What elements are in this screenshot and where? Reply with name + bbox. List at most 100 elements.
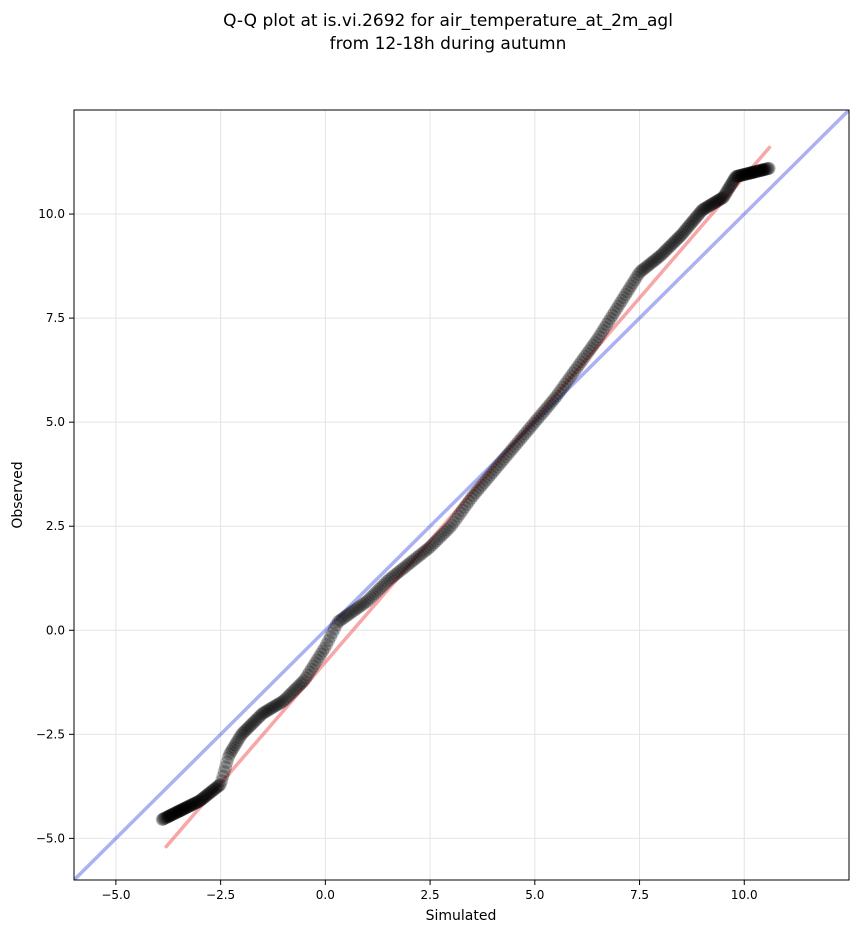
qq-point — [157, 812, 171, 826]
qq-point — [244, 718, 258, 732]
qq-point — [190, 795, 204, 809]
qq-point — [168, 806, 182, 820]
qq-point — [165, 808, 179, 822]
qq-point — [308, 656, 322, 670]
qq-point — [173, 804, 187, 818]
qq-point — [751, 164, 765, 178]
qq-point — [600, 318, 614, 332]
qq-point — [182, 799, 196, 813]
y-tick-label: −5.0 — [36, 831, 65, 845]
x-tick-label: 5.0 — [525, 888, 544, 902]
qq-point — [165, 807, 179, 821]
qq-point — [333, 613, 347, 627]
qq-point — [416, 545, 430, 559]
qq-point — [189, 796, 203, 810]
qq-point — [539, 402, 553, 416]
qq-point — [524, 419, 538, 433]
qq-point — [221, 751, 235, 765]
qq-point — [210, 780, 224, 794]
qq-point — [742, 166, 756, 180]
qq-point — [520, 424, 534, 438]
qq-point — [194, 792, 208, 806]
qq-point — [633, 265, 647, 279]
qq-point — [391, 566, 405, 580]
qq-point — [761, 162, 775, 176]
qq-point — [335, 612, 349, 626]
qq-point — [590, 333, 604, 347]
qq-point — [628, 273, 642, 287]
qq-point — [451, 509, 465, 523]
qq-point — [217, 765, 231, 779]
qq-point — [759, 162, 773, 176]
qq-point — [682, 219, 696, 233]
qq-point — [762, 161, 776, 175]
qq-point — [260, 704, 274, 718]
qq-point — [399, 559, 413, 573]
identity-line — [74, 110, 849, 880]
qq-point — [284, 686, 298, 700]
qq-point — [692, 207, 706, 221]
qq-point — [234, 728, 248, 742]
qq-point — [724, 178, 738, 192]
qq-point — [752, 164, 766, 178]
qq-point — [488, 463, 502, 477]
qq-point — [529, 414, 543, 428]
qq-point — [570, 361, 584, 375]
qq-point — [744, 166, 758, 180]
qq-point — [349, 602, 363, 616]
qq-point — [408, 552, 422, 566]
qq-point — [295, 675, 309, 689]
qq-point — [364, 591, 378, 605]
qq-point — [382, 572, 396, 586]
qq-point — [592, 330, 606, 344]
qq-point — [322, 634, 336, 648]
qq-point — [159, 810, 173, 824]
qq-point — [609, 302, 623, 316]
y-tick-label: −2.5 — [36, 727, 65, 741]
qq-point — [650, 251, 664, 265]
qq-point — [686, 214, 700, 228]
qq-point — [753, 164, 767, 178]
qq-point — [725, 176, 739, 190]
qq-point — [301, 668, 315, 682]
qq-point — [460, 497, 474, 511]
qq-point — [159, 811, 173, 825]
qq-point — [368, 587, 382, 601]
qq-point — [660, 242, 674, 256]
qq-point — [410, 550, 424, 564]
qq-point — [580, 347, 594, 361]
qq-point — [693, 205, 707, 219]
qq-point — [251, 711, 265, 725]
qq-point — [762, 161, 776, 175]
qq-point — [215, 774, 229, 788]
qq-point — [598, 321, 612, 335]
qq-point — [462, 494, 476, 508]
qq-point — [341, 608, 355, 622]
qq-point — [404, 556, 418, 570]
qq-point — [537, 404, 551, 418]
qq-point — [676, 226, 690, 240]
qq-point — [432, 532, 446, 546]
qq-point — [680, 221, 694, 235]
qq-point — [755, 163, 769, 177]
qq-point — [748, 165, 762, 179]
qq-point — [421, 542, 435, 556]
qq-point — [357, 596, 371, 610]
qq-point — [327, 622, 341, 636]
qq-point — [527, 417, 541, 431]
qq-point — [757, 163, 771, 177]
qq-point — [642, 258, 656, 272]
qq-point — [751, 164, 765, 178]
qq-point — [232, 731, 246, 745]
qq-point — [691, 209, 705, 223]
qq-point — [745, 166, 759, 180]
qq-point — [163, 809, 177, 823]
qq-point — [645, 255, 659, 269]
qq-point — [156, 812, 170, 826]
qq-point — [731, 169, 745, 183]
qq-point — [345, 605, 359, 619]
qq-point — [541, 399, 555, 413]
qq-point — [746, 165, 760, 179]
qq-point — [380, 574, 394, 588]
qq-point — [576, 352, 590, 366]
